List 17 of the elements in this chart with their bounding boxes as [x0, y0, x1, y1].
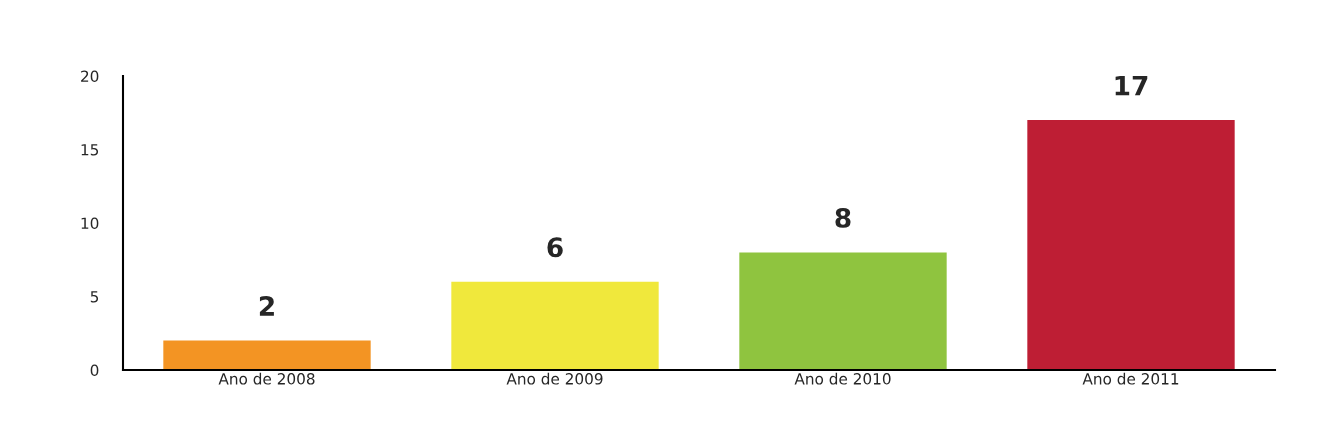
x-tick-label: Ano de 2009	[506, 372, 603, 385]
y-tick-label: 10	[81, 217, 99, 230]
x-tick-label: Ano de 2010	[794, 372, 891, 385]
y-tick-label: 5	[90, 291, 99, 303]
data-label: 17	[1115, 75, 1148, 96]
y-tick-label: 15	[81, 144, 99, 156]
data-label: 2	[259, 296, 274, 316]
y-tick-label: 20	[81, 70, 99, 83]
x-tick-label: Ano de 2008	[218, 372, 315, 385]
x-tick-label: Ano de 2011	[1082, 372, 1179, 385]
bar	[1027, 120, 1235, 370]
bar	[739, 252, 947, 370]
bar	[451, 281, 659, 370]
bar	[163, 340, 371, 370]
data-label: 6	[547, 237, 563, 258]
data-label: 8	[835, 207, 851, 228]
y-tick-label: 0	[90, 364, 99, 377]
